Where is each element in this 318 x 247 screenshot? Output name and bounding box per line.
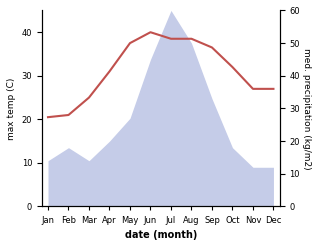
Y-axis label: med. precipitation (kg/m2): med. precipitation (kg/m2) <box>302 48 311 169</box>
X-axis label: date (month): date (month) <box>125 230 197 240</box>
Y-axis label: max temp (C): max temp (C) <box>7 77 16 140</box>
